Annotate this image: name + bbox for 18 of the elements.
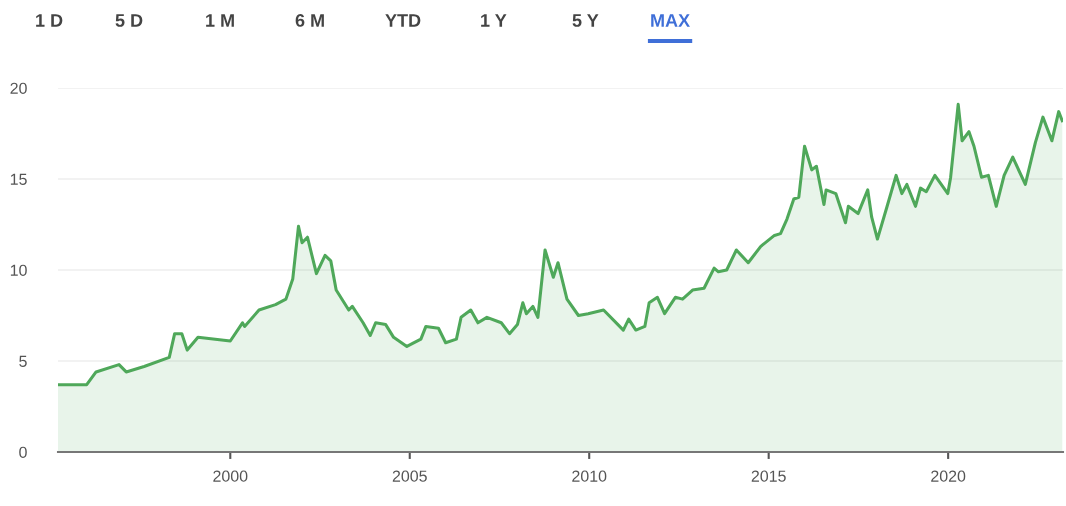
x-tick-label: 2000 (213, 470, 248, 482)
text: 5 Y (572, 14, 599, 27)
y-tick-label: 20 (10, 82, 27, 94)
y-tick-label: 10 (10, 264, 27, 276)
text: 6 M (295, 14, 324, 27)
text: YTD (385, 14, 421, 27)
x-tick-label: 2020 (931, 470, 966, 482)
x-tick-label: 2010 (572, 470, 607, 482)
y-tick-label: 15 (10, 173, 27, 185)
y-tick-label: 5 (19, 355, 27, 367)
text: 5 D (115, 14, 143, 27)
text: 1 M (206, 14, 234, 27)
y-tick-label: 0 (19, 446, 27, 458)
text: MAX (651, 14, 690, 27)
text: 1 Y (481, 14, 507, 27)
text: 1 D (36, 14, 63, 27)
x-tick-label: 2005 (392, 470, 427, 482)
x-tick-label: 2015 (751, 470, 786, 482)
